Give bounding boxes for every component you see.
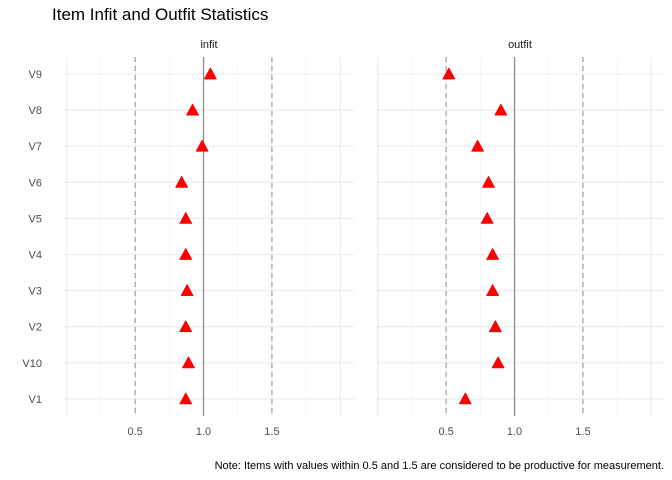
data-point-infit-V2 [179, 320, 193, 333]
y-tick-label: V4 [29, 250, 42, 262]
x-tick-label: 1.5 [264, 426, 279, 438]
y-tick-label: V3 [29, 286, 42, 298]
data-point-outfit-V4 [486, 248, 500, 260]
data-point-infit-V5 [179, 211, 193, 224]
x-tick-label: 1.0 [507, 426, 522, 438]
x-tick-label: 0.5 [438, 426, 453, 438]
y-tick-label: V7 [29, 141, 42, 153]
y-tick-label: V8 [29, 105, 42, 117]
facet-label-outfit: outfit [508, 39, 532, 51]
data-point-outfit-V7 [471, 139, 484, 152]
data-point-outfit-V2 [488, 320, 502, 333]
y-tick-label: V9 [29, 69, 42, 81]
data-point-infit-V10 [182, 356, 195, 369]
data-point-infit-V6 [175, 175, 189, 188]
x-tick-label: 1.0 [196, 426, 211, 438]
data-point-outfit-V1 [458, 392, 472, 405]
x-tick-label: 1.5 [575, 426, 590, 438]
y-tick-label: V5 [29, 213, 42, 225]
data-point-outfit-V9 [442, 67, 456, 80]
y-tick-label: V6 [29, 177, 42, 189]
data-point-outfit-V3 [486, 284, 500, 297]
data-point-outfit-V10 [491, 356, 505, 369]
y-tick-label: V10 [22, 358, 42, 370]
data-point-infit-V4 [179, 248, 193, 260]
data-point-outfit-V8 [494, 103, 508, 116]
y-tick-label: V1 [29, 394, 42, 406]
data-point-outfit-V6 [482, 175, 495, 188]
data-point-infit-V7 [195, 139, 209, 152]
facet-label-infit: infit [200, 39, 217, 51]
data-point-infit-V1 [179, 392, 193, 405]
data-point-infit-V3 [180, 284, 194, 297]
chart-title: Item Infit and Outfit Statistics [52, 5, 269, 24]
chart-caption: Note: Items with values within 0.5 and 1… [214, 460, 664, 472]
x-tick-label: 0.5 [127, 426, 142, 438]
data-point-infit-V9 [203, 67, 217, 80]
data-point-infit-V8 [186, 103, 199, 116]
y-tick-label: V2 [29, 322, 42, 334]
data-point-outfit-V5 [480, 211, 494, 224]
